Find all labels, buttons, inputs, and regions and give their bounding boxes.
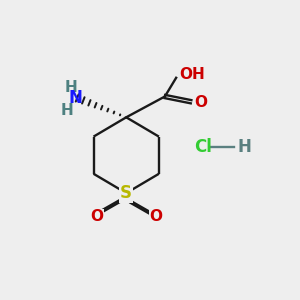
Text: O: O — [195, 95, 208, 110]
Text: H: H — [60, 103, 73, 118]
Text: H: H — [238, 138, 252, 156]
Text: O: O — [149, 209, 162, 224]
Text: O: O — [90, 209, 103, 224]
Text: N: N — [69, 89, 82, 107]
Text: S: S — [120, 184, 132, 202]
Text: OH: OH — [180, 67, 206, 82]
Text: H: H — [65, 80, 78, 95]
Text: Cl: Cl — [195, 138, 212, 156]
